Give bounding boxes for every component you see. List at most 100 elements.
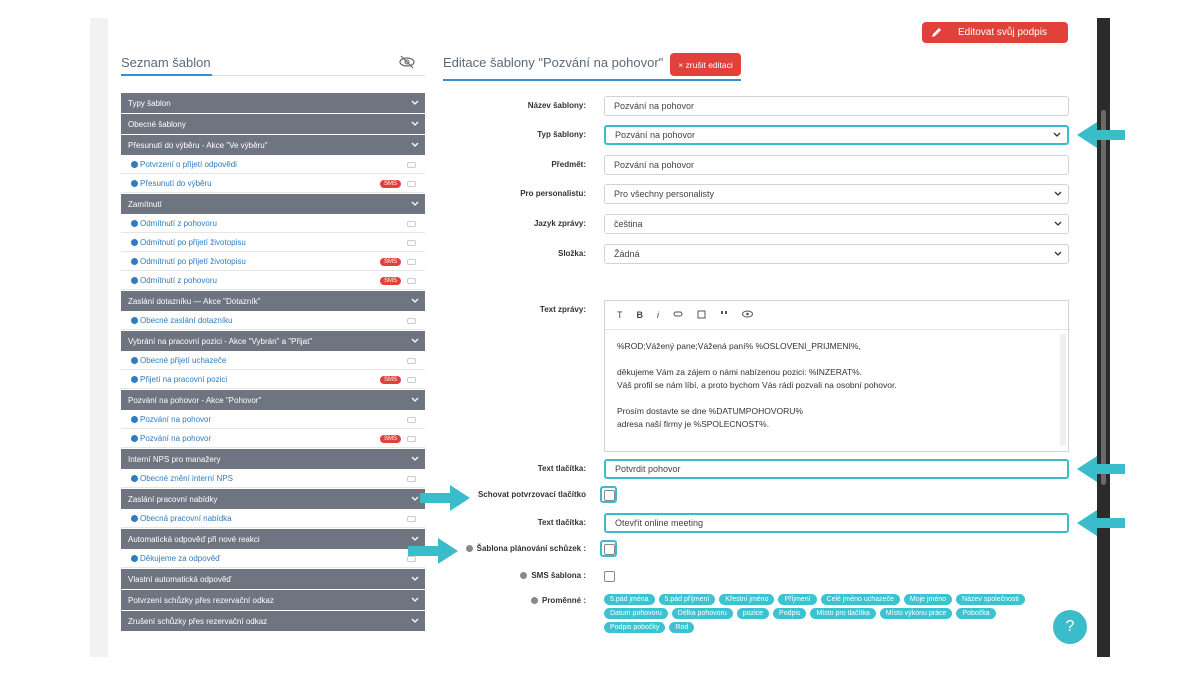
help-icon	[520, 572, 528, 579]
group-header[interactable]: Obecné šablony	[121, 114, 425, 134]
hide-icon[interactable]	[399, 55, 415, 69]
variable-tag[interactable]: Křestní jméno	[719, 594, 775, 605]
toolbar-button[interactable]: T	[617, 310, 623, 320]
item-toggle[interactable]	[407, 555, 416, 562]
select[interactable]: Pro všechny personalisty	[604, 184, 1069, 204]
group-header[interactable]: Vlastní automatická odpověď	[121, 569, 425, 589]
variable-tag[interactable]: Místo výkonu práce	[879, 608, 953, 619]
variable-tag[interactable]: Pobočka	[956, 608, 996, 619]
item-toggle[interactable]	[407, 239, 416, 246]
item-toggle[interactable]	[407, 220, 416, 227]
group-header[interactable]: Zaslání dotazníku — Akce "Dotazník"	[121, 291, 425, 311]
group-header[interactable]: Zamítnutí	[121, 194, 425, 214]
toolbar-button[interactable]	[697, 310, 706, 321]
group-label: Pozvání na pohovor - Akce "Pohovor"	[128, 395, 262, 405]
checkbox[interactable]	[604, 490, 615, 501]
group-header[interactable]: Interní NPS pro manažery	[121, 449, 425, 469]
template-item[interactable]: Pozvání na pohovor	[121, 411, 425, 429]
group-header[interactable]: Vybrání na pracovní pozici - Akce "Vybrá…	[121, 331, 425, 351]
group-header[interactable]: Potvrzení schůzky přes rezervační odkaz	[121, 590, 425, 610]
variable-tag[interactable]: Rod	[669, 622, 695, 633]
group-label: Zaslání dotazníku — Akce "Dotazník"	[128, 296, 261, 306]
label-text: Typ šablony:	[537, 130, 586, 139]
group-label: Zrušení schůzky přes rezervační odkaz	[128, 616, 268, 626]
label-text: Text zprávy:	[539, 305, 586, 314]
variable-tag[interactable]: Příjmení	[778, 594, 817, 605]
group-header[interactable]: Přesunutí do výběru - Akce "Ve výběru"	[121, 135, 425, 155]
select[interactable]: Žádná	[604, 244, 1069, 264]
template-item[interactable]: Přesunutí do výběru SMS	[121, 175, 425, 193]
template-item[interactable]: Obecné znění interní NPS	[121, 470, 425, 488]
toolbar-button[interactable]	[742, 310, 753, 320]
item-label: Děkujeme za odpověď	[140, 554, 221, 563]
item-toggle[interactable]	[407, 416, 416, 423]
template-item[interactable]: Odmítnutí z pohovoru SMS	[121, 272, 425, 290]
variable-tag[interactable]: 5.pád jména	[604, 594, 655, 605]
select[interactable]: Pozvání na pohovor	[604, 125, 1069, 145]
variable-tag[interactable]: Moje jméno	[903, 594, 953, 605]
item-icon	[131, 258, 138, 265]
item-toggle[interactable]	[407, 475, 416, 482]
item-toggle[interactable]	[407, 258, 416, 265]
variable-tag[interactable]: Podpis	[773, 608, 807, 619]
checkbox[interactable]	[604, 544, 615, 555]
chevron	[411, 100, 419, 105]
text-input[interactable]: Potvrdit pohovor	[604, 459, 1069, 479]
item-toggle[interactable]	[407, 180, 416, 187]
item-toggle[interactable]	[407, 435, 416, 442]
variable-tag[interactable]: Název společnosti	[956, 594, 1025, 605]
item-label: Pozvání na pohovor	[140, 415, 212, 424]
item-toggle[interactable]	[407, 317, 416, 324]
template-item[interactable]: Odmítnutí po přijetí životopisu	[121, 234, 425, 252]
text-input[interactable]: Otevřít online meeting	[604, 513, 1069, 533]
group-header[interactable]: Zaslání pracovní nabídky	[121, 489, 425, 509]
item-toggle[interactable]	[407, 161, 416, 168]
editor-body[interactable]: %ROD;Vážený pane;Vážená paní% %OSLOVENI_…	[605, 330, 1068, 452]
help-button[interactable]: ?	[1053, 610, 1087, 644]
variable-tag[interactable]: pozice	[736, 608, 770, 619]
toolbar-button[interactable]: i	[657, 310, 659, 320]
template-item[interactable]: Obecné zaslání dotazníku	[121, 312, 425, 330]
item-toggle[interactable]	[407, 515, 416, 522]
template-item[interactable]: Obecná pracovní nabídka	[121, 510, 425, 528]
label-text: Proměnné :	[541, 596, 586, 605]
underline	[443, 79, 741, 81]
text-line: děkujeme Vám za zájem o námi nabízenou p…	[617, 367, 863, 377]
variable-tag[interactable]: Datum pohovoru	[604, 608, 668, 619]
variable-tag[interactable]: Místo pro tlačítka	[810, 608, 876, 619]
template-item[interactable]: Potvrzení o přijetí odpovědi	[121, 156, 425, 174]
item-toggle[interactable]	[407, 357, 416, 364]
toolbar-button[interactable]	[673, 310, 683, 320]
variable-tag[interactable]: Délka pohovoru	[671, 608, 733, 619]
variable-tag[interactable]: Podpis pobočky	[604, 622, 666, 633]
field-label: SMS šablona :	[406, 571, 586, 580]
toolbar-button[interactable]	[720, 310, 728, 320]
scroll-thumb[interactable]	[1101, 110, 1106, 485]
checkbox[interactable]	[604, 571, 615, 582]
variable-tag[interactable]: Celé jméno uchazeče	[820, 594, 900, 605]
item-label: Obecné znění interní NPS	[140, 474, 233, 483]
template-item[interactable]: Odmítnutí po přijetí životopisu SMS	[121, 253, 425, 271]
template-item[interactable]: Přijetí na pracovní pozici SMS	[121, 371, 425, 389]
item-toggle[interactable]	[407, 277, 416, 284]
template-item[interactable]: Děkujeme za odpověď	[121, 550, 425, 568]
item-toggle[interactable]	[407, 376, 416, 383]
group-header[interactable]: Typy šablon	[121, 93, 425, 113]
template-item[interactable]: Odmítnutí z pohovoru	[121, 215, 425, 233]
value: Potvrdit pohovor	[615, 464, 681, 474]
item-label: Přesunutí do výběru	[140, 179, 212, 188]
value: čeština	[614, 219, 643, 229]
signature-button[interactable]: Editovat svůj podpis	[922, 22, 1068, 43]
template-item[interactable]: Obecné přijetí uchazeče	[121, 352, 425, 370]
group-label: Obecné šablony	[128, 119, 186, 129]
template-item[interactable]: Pozvání na pohovor SMS	[121, 430, 425, 448]
group-header[interactable]: Pozvání na pohovor - Akce "Pohovor"	[121, 390, 425, 410]
select[interactable]: čeština	[604, 214, 1069, 234]
group-header[interactable]: Automatická odpověď při nové reakci	[121, 529, 425, 549]
text-input[interactable]: Pozvání na pohovor	[604, 155, 1069, 175]
text-input[interactable]: Pozvání na pohovor	[604, 96, 1069, 116]
variable-tag[interactable]: 5.pád příjmení	[658, 594, 716, 605]
toolbar-button[interactable]: B	[636, 310, 644, 320]
group-header[interactable]: Zrušení schůzky přes rezervační odkaz	[121, 611, 425, 631]
cancel-button[interactable]: × zrušit editaci	[670, 53, 741, 76]
